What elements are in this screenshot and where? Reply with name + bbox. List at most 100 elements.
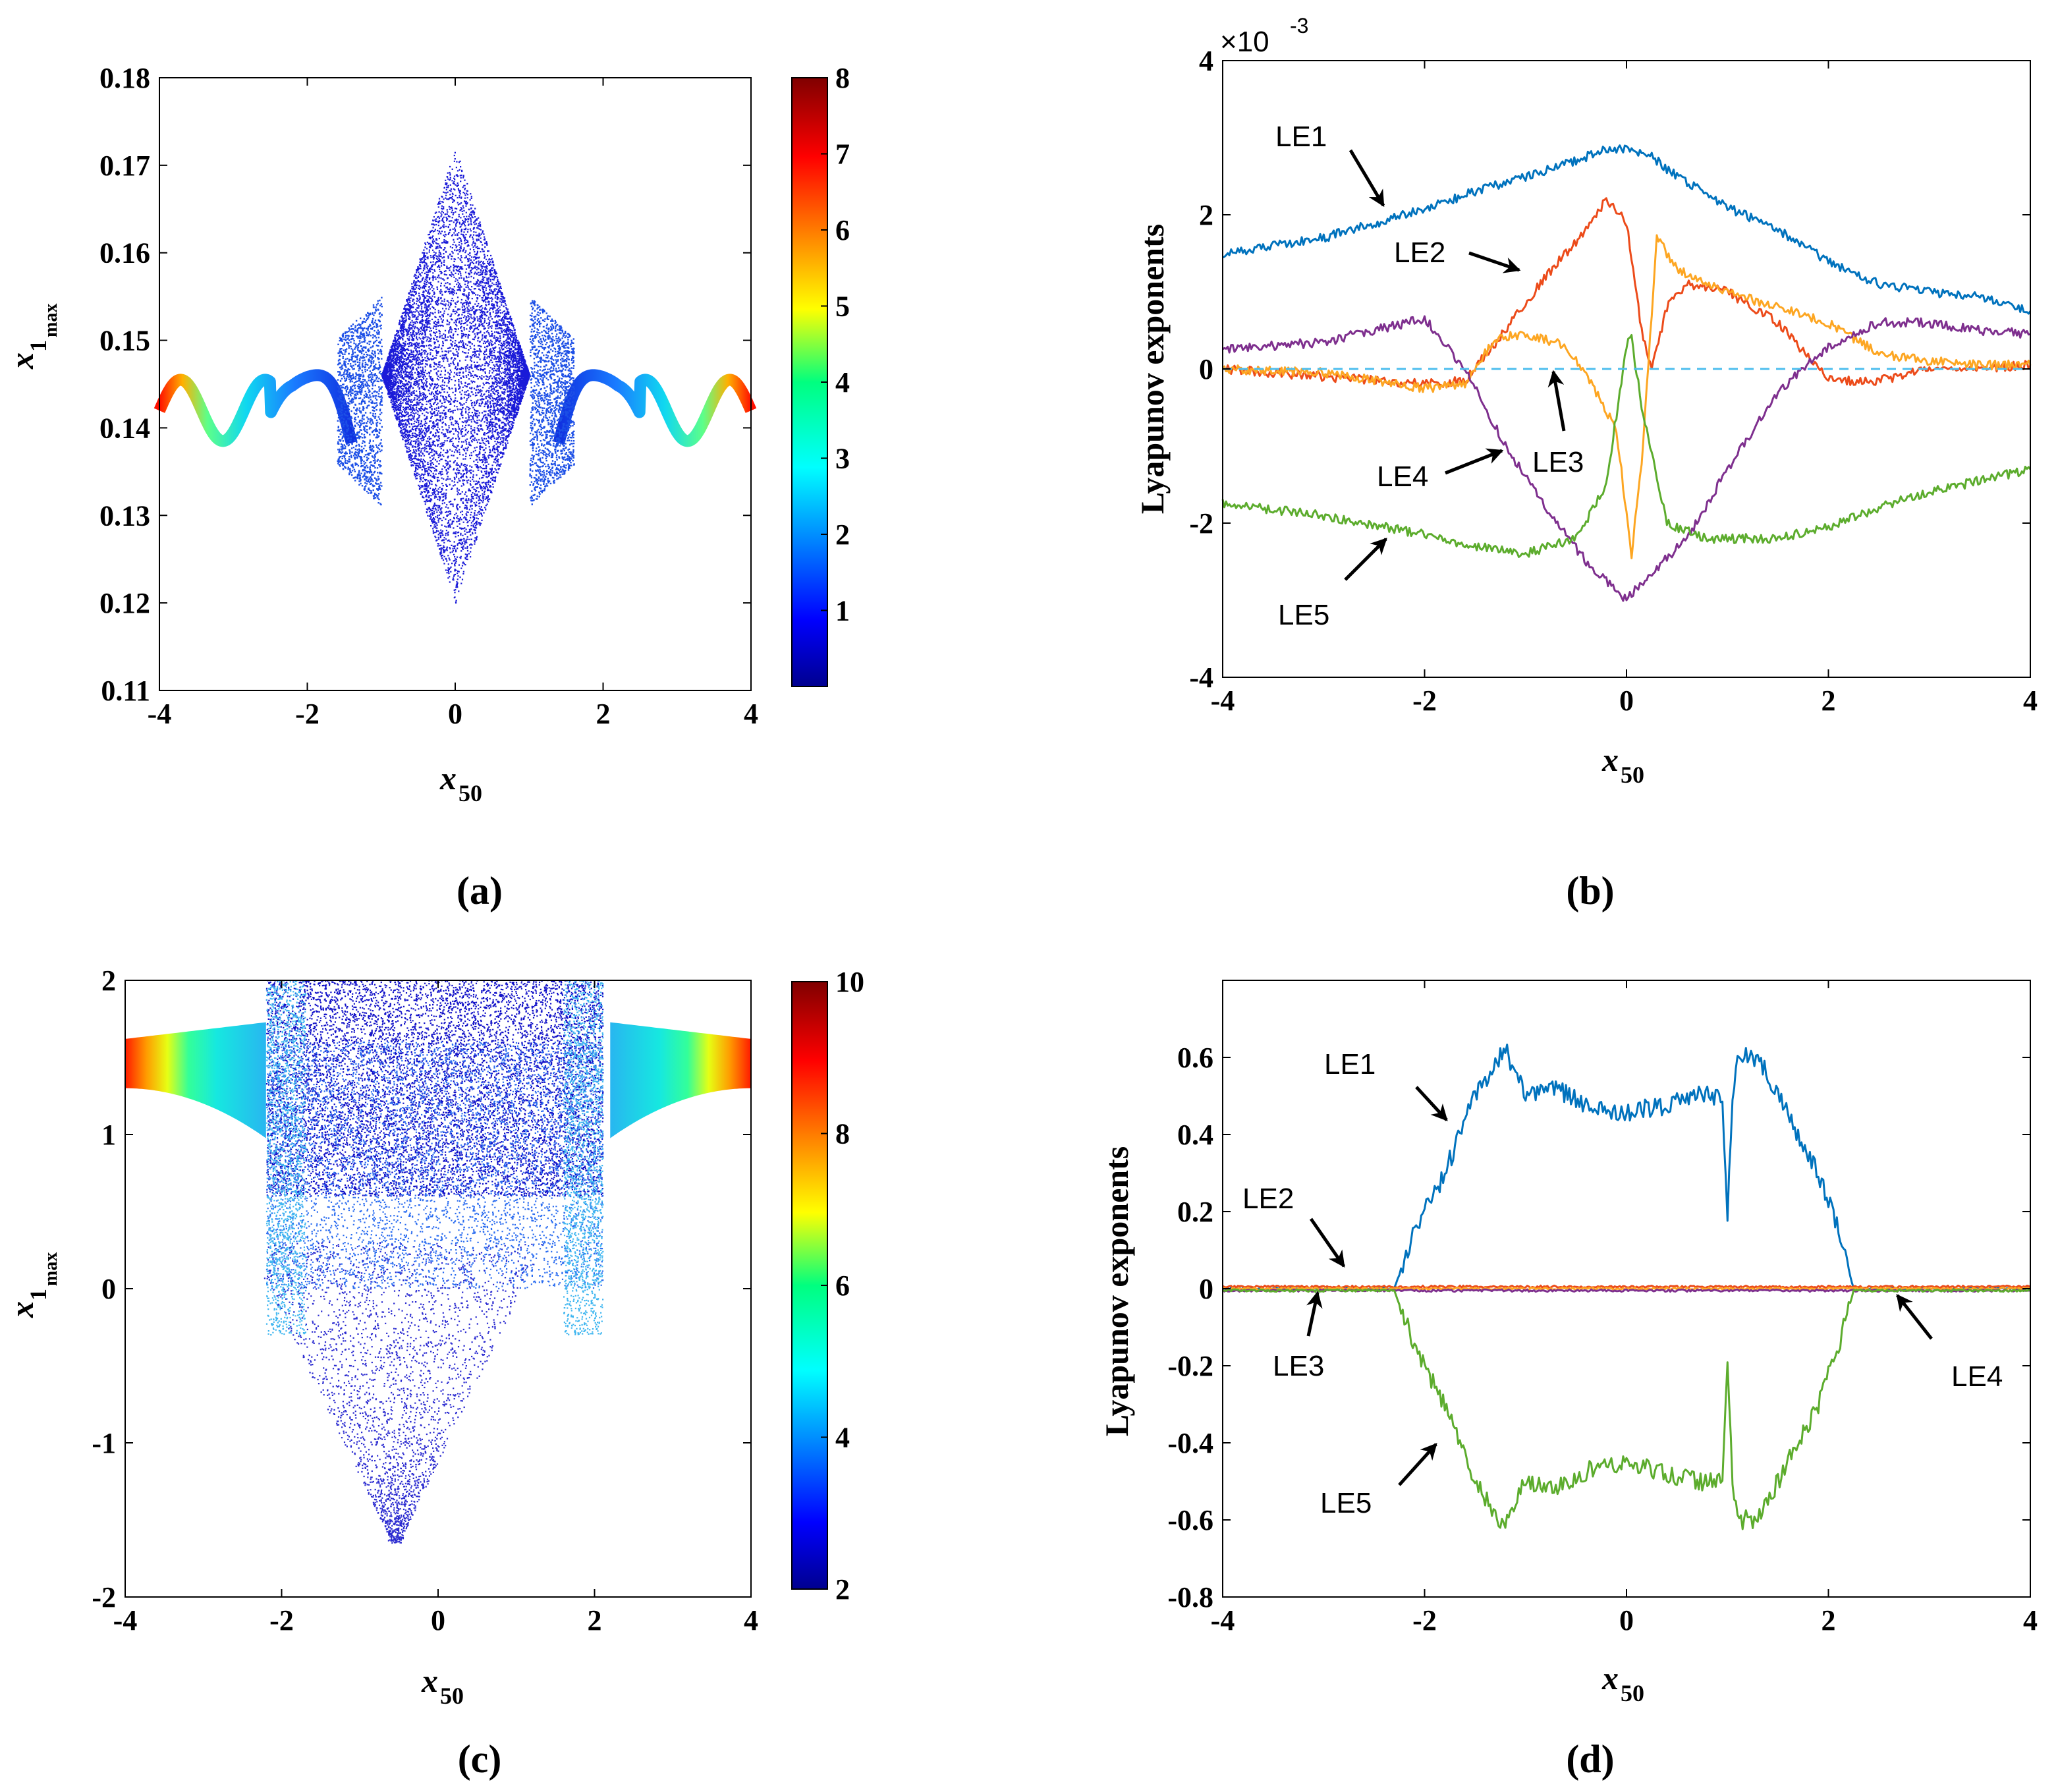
panel-d-annotation-le5: LE5 [1320,1487,1372,1519]
panel-b-xlabel-main: x [1601,741,1619,778]
panel-a-ylabel: x 1 max [3,304,61,370]
series-LE1 [1222,1044,2031,1291]
panel-c-ylabel: x 1 max [3,1252,61,1318]
caption-c: (c) [458,1737,502,1781]
panel-c-xlabel: x 50 [421,1662,464,1709]
panel-c-ylabel-main: x [3,1301,40,1318]
panel-c-right-band [610,1022,751,1138]
y-tick-label: 0.16 [99,237,150,269]
panel-d-annotation-le4: LE4 [1951,1360,2003,1393]
panel-c-colorbar-ticks: 2 4 6 8 10 [821,966,864,1606]
y-tick-label: 0.13 [99,499,150,532]
panel-c-scatter-group [265,980,604,1197]
panel-b-arrow-le4 [1445,448,1504,475]
x-tick-label: 2 [596,698,611,730]
panel-b-scale-prefix: ×10 [1220,26,1269,58]
panel-d-arrow-le2 [1309,1218,1346,1268]
y-tick-label: 0 [101,1273,116,1305]
series-LE4 [1222,315,2031,602]
y-tick-label: 0.6 [1177,1042,1213,1074]
colorbar-tick-label: 10 [835,966,864,998]
panel-b-annotation-le3: LE3 [1532,446,1584,478]
y-tick-label: -2 [92,1581,116,1613]
panel-b-scale-exp: -3 [1290,14,1308,38]
panel-d-arrow-le4 [1896,1294,1933,1340]
caption-a: (a) [457,869,503,912]
panel-d-annotation-le2: LE2 [1242,1183,1294,1215]
y-tick-label: -0.2 [1167,1350,1213,1382]
panel-c-left-band [125,1022,266,1138]
colorbar-tick-label: 4 [835,366,850,399]
colorbar-tick-label: 2 [835,1573,850,1606]
panel-d-xlabel-sub: 50 [1621,1680,1644,1706]
x-tick-label: 2 [588,1604,602,1637]
panel-c-plot-data [125,980,751,1544]
x-tick-label: 4 [2023,685,2038,717]
y-tick-label: -0.8 [1167,1581,1213,1613]
y-tick-label: -0.6 [1167,1504,1213,1536]
panel-b-arrow-le2 [1468,251,1521,273]
x-tick-label: 0 [448,698,462,730]
x-tick-label: 4 [2023,1604,2038,1637]
panel-a-axes-box [159,77,752,691]
panel-d-annotations: LE1 LE2 LE3 LE4 LE5 [1242,1048,2003,1519]
x-tick-label: -4 [148,698,172,730]
panel-d-arrow-le3 [1306,1291,1323,1337]
panel-c-xlabel-main: x [421,1662,438,1699]
panel-a-ylabel-sub1: 1 [25,340,51,352]
panel-a-periodic-branch [553,369,757,447]
panel-d-arrow-le5 [1398,1443,1437,1486]
x-tick-label: 2 [1822,1604,1836,1637]
panel-c-ylabel-sub2: max [41,1252,61,1286]
panel-c-scatter-group [265,980,604,1336]
y-tick-label: -2 [1189,507,1213,540]
panel-b-annotation-le4: LE4 [1377,461,1428,493]
x-tick-label: 0 [431,1604,445,1637]
y-tick-label: 1 [101,1119,116,1151]
panel-d-plot-data [1221,1044,2031,1530]
x-tick-label: 0 [1619,685,1634,717]
colorbar-tick-label: 5 [835,291,850,323]
panel-a-xlabel: x 50 [439,760,482,806]
panel-a: -4 -2 0 2 40.110.120.130.140.150.160.170.18 … [3,62,850,912]
colorbar-tick-label: 6 [835,1270,850,1302]
colorbar-tick-label: 7 [835,138,850,171]
colorbar-tick-label: 2 [835,518,850,551]
y-tick-label: 0 [1199,1273,1213,1305]
panel-b-ticks: -4 -2 0 2 4 -4 -2 0 2 4 [1189,45,2038,717]
x-tick-label: 4 [744,1604,758,1637]
caption-b: (b) [1566,869,1614,912]
x-tick-label: -2 [295,698,320,730]
x-tick-label: -2 [269,1604,294,1637]
y-tick-label: -1 [92,1427,116,1459]
panel-c-xlabel-sub: 50 [440,1683,464,1709]
y-tick-label: 4 [1199,45,1213,77]
colorbar-tick-label: 1 [835,595,850,627]
y-tick-label: 2 [1199,199,1213,231]
panel-a-plot-data [153,152,757,604]
y-tick-label: 0.18 [99,62,150,94]
series-LE3 [1221,234,2032,559]
panel-d-annotation-le1: LE1 [1324,1048,1376,1080]
y-tick-label: 0.11 [101,675,150,707]
panel-d-xlabel: x 50 [1601,1660,1644,1706]
panel-b-arrow-le5 [1344,538,1387,581]
y-tick-label: 0 [1199,353,1213,385]
y-tick-label: 0.14 [99,412,150,444]
x-tick-label: 0 [1619,1604,1634,1637]
panel-a-xlabel-sub: 50 [459,780,482,806]
panel-d: -4 -2 0 2 4 -0.8 -0.6 -0.4 -0.2 0 0.2 0.4 0.6 x 50 L… [1098,980,2038,1781]
panel-a-colorbar-ticks: 1 2 3 4 5 6 7 8 [821,62,850,627]
panel-d-ylabel: Lyapunov exponents [1098,1146,1135,1436]
y-tick-label: 0.4 [1177,1119,1213,1151]
panel-a-periodic-branch [153,369,358,447]
panel-d-annotation-le3: LE3 [1273,1350,1324,1382]
y-tick-label: 0.2 [1177,1196,1213,1228]
panel-c-ylabel-sub1: 1 [25,1289,51,1301]
series-LE1 [1222,144,2032,315]
y-tick-label: 0.12 [99,587,150,619]
colorbar-tick-label: 3 [835,443,850,475]
panel-c-scatter-group [264,1241,543,1544]
